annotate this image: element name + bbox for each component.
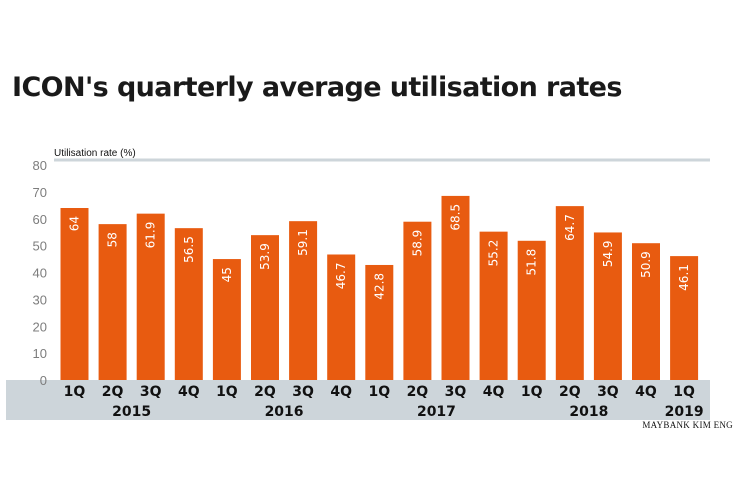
value-label: 58: [106, 232, 120, 247]
value-label: 42.8: [372, 273, 386, 300]
category-label: 2Q: [254, 384, 276, 400]
bar: [479, 231, 508, 380]
y-axis-ticks: 0 10 20 30 40 50 60 70 80: [33, 158, 47, 388]
value-label: 56.5: [182, 236, 196, 263]
bar: [593, 232, 622, 380]
category-label: 3Q: [292, 384, 314, 400]
year-label: 2018: [569, 404, 608, 420]
y-tick-label: 10: [33, 346, 47, 361]
bar: [136, 213, 165, 380]
year-label: 2017: [417, 404, 456, 420]
x-axis-band: [6, 380, 710, 420]
category-label: 2Q: [407, 384, 429, 400]
y-axis-label: Utilisation rate (%): [54, 148, 136, 159]
bar: [60, 208, 89, 380]
category-label: 4Q: [483, 384, 505, 400]
bar: [365, 264, 394, 380]
bar: [289, 221, 318, 380]
bar: [212, 259, 241, 380]
year-labels: 2015 2016 2017 2018 2019: [112, 404, 703, 420]
bars: [60, 195, 699, 380]
bar: [555, 206, 584, 380]
value-label: 58.9: [410, 230, 424, 257]
value-label: 61.9: [144, 222, 158, 249]
bar: [174, 228, 203, 380]
value-label: 50.9: [639, 251, 653, 278]
category-label: 3Q: [445, 384, 467, 400]
bar: [441, 195, 470, 380]
y-tick-label: 70: [33, 185, 47, 200]
value-label: 64.7: [563, 214, 577, 241]
bar: [517, 240, 546, 380]
category-label: 3Q: [597, 384, 619, 400]
bar: [403, 221, 432, 380]
value-label: 46.1: [677, 264, 691, 291]
year-label: 2015: [112, 404, 151, 420]
category-label: 1Q: [216, 384, 238, 400]
y-tick-label: 50: [33, 239, 47, 254]
value-label: 55.2: [487, 240, 501, 267]
value-label: 45: [220, 267, 234, 282]
category-label: 1Q: [64, 384, 86, 400]
bar: [98, 224, 127, 380]
y-tick-label: 80: [33, 158, 47, 173]
source-credit: MAYBANK KIM ENG: [642, 420, 733, 430]
value-label: 54.9: [601, 240, 615, 267]
category-label: 1Q: [521, 384, 543, 400]
bar: [251, 235, 279, 380]
y-tick-label: 0: [40, 373, 47, 388]
bar: [670, 256, 699, 380]
value-label: 59.1: [296, 229, 310, 256]
year-label: 2016: [265, 404, 304, 420]
y-tick-label: 20: [33, 319, 47, 334]
value-label: 64: [68, 216, 82, 231]
bar: [632, 243, 660, 380]
category-labels: 1Q 2Q 3Q 4Q 1Q 2Q 3Q 4Q 1Q 2Q 3Q 4Q 1Q 2Q 3Q 4Q 1Q: [64, 384, 695, 400]
value-label: 68.5: [449, 204, 463, 231]
bar: [327, 254, 356, 380]
y-tick-label: 40: [33, 266, 47, 281]
category-label: 2Q: [559, 384, 581, 400]
chart-title: ICON's quarterly average utilisation rat…: [12, 72, 622, 103]
category-label: 1Q: [368, 384, 390, 400]
value-label: 46.7: [334, 262, 348, 289]
value-label: 51.8: [525, 249, 539, 276]
category-label: 4Q: [330, 384, 352, 400]
category-label: 3Q: [140, 384, 162, 400]
value-labels: 64 58 61.9 56.5 45 53.9 59.1 46.7 42.8 58.9 68.5 55…: [68, 204, 692, 300]
year-label: 2019: [665, 404, 704, 420]
y-tick-label: 60: [33, 212, 47, 227]
category-label: 4Q: [635, 384, 657, 400]
y-tick-label: 30: [33, 292, 47, 307]
category-label: 1Q: [673, 384, 695, 400]
category-label: 2Q: [102, 384, 124, 400]
category-label: 4Q: [178, 384, 200, 400]
value-label: 53.9: [258, 243, 272, 270]
